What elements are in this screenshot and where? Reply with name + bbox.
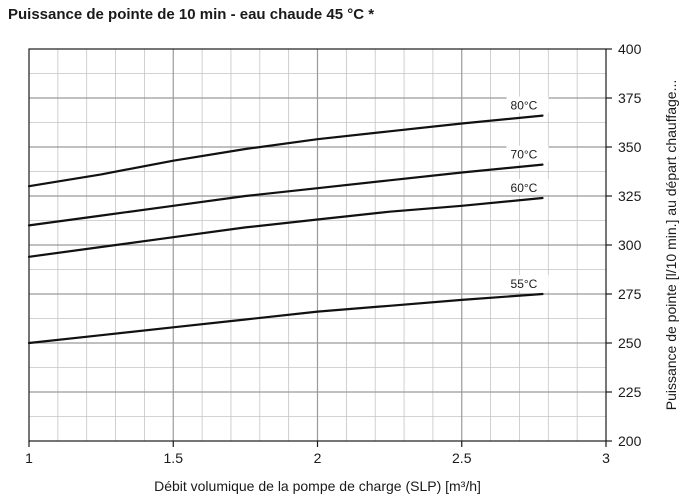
- chart-grid: [29, 49, 606, 441]
- y-tick-label: 300: [618, 237, 642, 253]
- x-tick-label: 1.5: [164, 450, 184, 466]
- y-tick-label: 375: [618, 90, 642, 106]
- series-label-bg: [506, 96, 549, 113]
- x-tick-label: 2: [314, 450, 322, 466]
- series-line: [27, 163, 544, 227]
- y-axis-ticks: 200 225 250 275 300 325 350 375 400: [606, 41, 642, 449]
- series-label-bg: [506, 275, 549, 291]
- y-tick-label: 275: [618, 286, 642, 302]
- x-axis-ticks: 1 1.5 2 2.5 3: [25, 441, 610, 466]
- x-tick-label: 2.5: [452, 450, 472, 466]
- series-label: 70°C: [511, 148, 538, 162]
- y-tick-label: 350: [618, 139, 642, 155]
- y-tick-label: 200: [618, 433, 642, 449]
- y-tick-label: 250: [618, 335, 642, 351]
- series-label-bg: [506, 145, 549, 162]
- chart-title: Puissance de pointe de 10 min - eau chau…: [8, 6, 375, 23]
- series-label: 80°C: [511, 99, 538, 113]
- series-label-bg: [506, 178, 549, 195]
- y-tick-label: 225: [618, 384, 642, 400]
- y-axis-label: Puissance de pointe [l/10 min.] au dépar…: [663, 80, 679, 411]
- series-line: [27, 292, 544, 345]
- y-tick-label: 400: [618, 41, 642, 57]
- x-tick-label: 3: [602, 450, 610, 466]
- chart-series: 80°C 70°C 60°C 55°C: [27, 96, 549, 345]
- series-label: 55°C: [511, 277, 538, 291]
- series-label: 60°C: [511, 181, 538, 195]
- y-tick-label: 325: [618, 188, 642, 204]
- series-line: [27, 114, 544, 188]
- series-line: [27, 196, 544, 258]
- x-tick-label: 1: [25, 450, 33, 466]
- x-axis-label: Débit volumique de la pompe de charge (S…: [154, 478, 481, 494]
